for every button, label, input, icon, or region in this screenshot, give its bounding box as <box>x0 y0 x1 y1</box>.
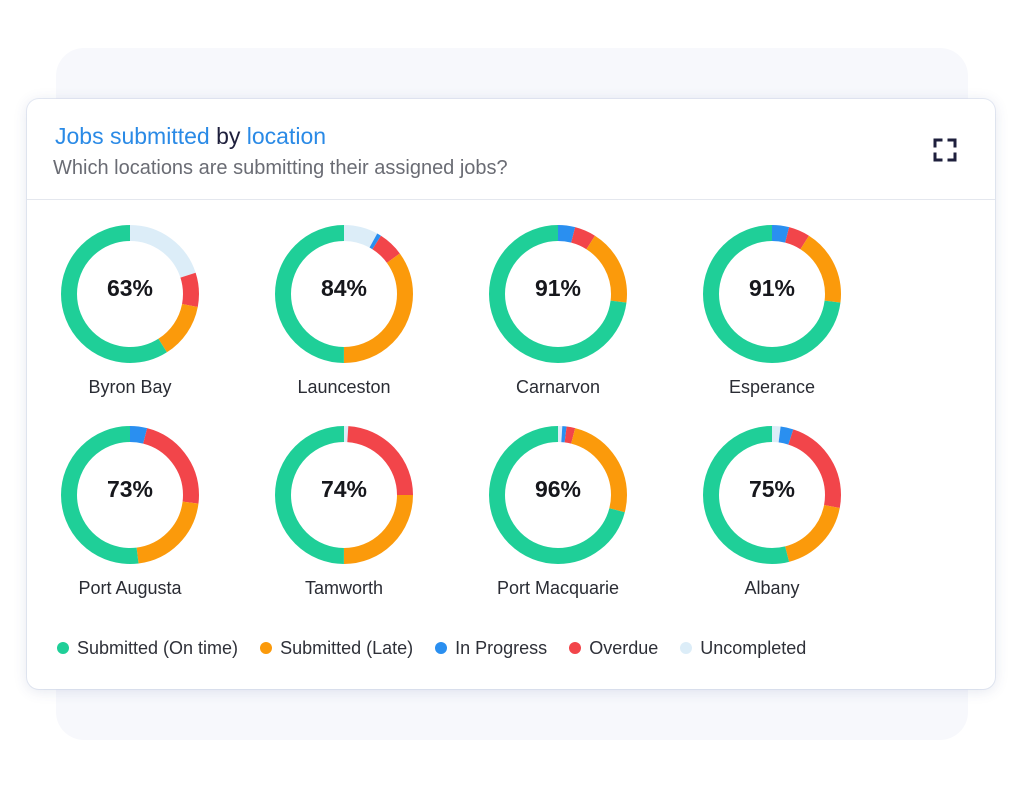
donut-location-label: Tamworth <box>304 578 384 598</box>
donut-location-label: Port Macquarie <box>496 578 620 598</box>
donut-location-label: Byron Bay <box>88 377 172 397</box>
donut-percentage: 91% <box>748 275 796 301</box>
segment-on-time[interactable] <box>61 225 199 363</box>
donut-location-label: Albany <box>744 578 800 598</box>
donut-tamworth[interactable]: 74% Tamworth <box>244 400 444 598</box>
title-metric: Jobs submitted <box>55 123 210 149</box>
donut-percentage: 63% <box>106 275 154 301</box>
donut-location-label: Esperance <box>728 377 816 397</box>
legend: Submitted (On time) Submitted (Late) In Pr… <box>57 635 828 661</box>
legend-item-overdue[interactable]: Overdue <box>569 638 658 659</box>
legend-label: In Progress <box>455 637 548 658</box>
donut-location-label: Port Augusta <box>78 578 182 598</box>
donut-albany[interactable]: 75% Albany <box>672 400 872 598</box>
donut-byron-bay[interactable]: 63% Byron Bay <box>30 199 230 397</box>
donut-grid: 63% Byron Bay 84% Launceston 91% Carnarvon 91%… <box>27 199 995 619</box>
segment-on-time[interactable] <box>489 426 627 564</box>
legend-item-on-time[interactable]: Submitted (On time) <box>57 638 238 659</box>
donut-port-macquarie[interactable]: 96% Port Macquarie <box>458 400 658 598</box>
donut-ring <box>489 225 627 363</box>
segment-overdue[interactable] <box>61 225 199 363</box>
jobs-by-location-card: Jobs submitted by location Which locatio… <box>27 99 995 689</box>
segment-late[interactable] <box>703 225 841 363</box>
legend-item-late[interactable]: Submitted (Late) <box>260 638 413 659</box>
segment-late[interactable] <box>275 426 413 564</box>
donut-percentage: 74% <box>320 476 368 502</box>
donut-ring <box>61 426 199 564</box>
segment-late[interactable] <box>489 426 627 564</box>
legend-label: Uncompleted <box>700 637 807 658</box>
legend-dot-icon <box>260 642 273 654</box>
title-connector: by <box>216 123 241 149</box>
legend-item-in-progress[interactable]: In Progress <box>435 638 547 659</box>
donut-percentage: 91% <box>534 275 582 301</box>
legend-dot-icon <box>680 642 693 654</box>
donut-percentage: 84% <box>320 275 368 301</box>
legend-dot-icon <box>57 642 69 654</box>
donut-esperance[interactable]: 91% Esperance <box>672 199 872 397</box>
donut-ring <box>703 225 841 363</box>
donut-port-augusta[interactable]: 73% Port Augusta <box>30 400 230 598</box>
segment-on-time[interactable] <box>703 225 841 363</box>
legend-dot-icon <box>435 642 448 654</box>
card-header: Jobs submitted by location Which locatio… <box>27 99 995 200</box>
legend-label: Submitted (Late) <box>280 637 414 658</box>
donut-ring <box>275 426 413 564</box>
segment-overdue[interactable] <box>61 426 199 564</box>
donut-percentage: 96% <box>534 476 582 502</box>
legend-item-uncompleted[interactable]: Uncompleted <box>680 638 806 659</box>
donut-ring <box>275 225 413 363</box>
segment-on-time[interactable] <box>489 225 627 363</box>
donut-location-label: Launceston <box>297 377 391 397</box>
legend-label: Submitted (On time) <box>77 637 239 658</box>
donut-ring <box>489 426 627 564</box>
segment-on-time[interactable] <box>61 426 199 564</box>
donut-carnarvon[interactable]: 91% Carnarvon <box>458 199 658 397</box>
legend-label: Overdue <box>589 637 659 658</box>
card-title: Jobs submitted by location <box>55 123 326 150</box>
donut-ring <box>61 225 199 363</box>
donut-ring <box>703 426 841 564</box>
segment-overdue[interactable] <box>703 426 841 564</box>
segment-on-time[interactable] <box>275 426 413 564</box>
donut-percentage: 73% <box>106 476 154 502</box>
donut-launceston[interactable]: 84% Launceston <box>244 199 444 397</box>
segment-late[interactable] <box>489 225 627 363</box>
donut-percentage: 75% <box>748 476 796 502</box>
segment-on-time[interactable] <box>703 426 841 564</box>
expand-icon[interactable] <box>933 138 957 162</box>
segment-on-time[interactable] <box>275 225 413 363</box>
card-subtitle: Which locations are submitting their ass… <box>53 157 508 179</box>
title-dimension: location <box>246 123 327 149</box>
legend-dot-icon <box>569 642 582 654</box>
segment-late[interactable] <box>275 225 413 363</box>
donut-location-label: Carnarvon <box>515 377 601 397</box>
segment-overdue[interactable] <box>275 426 413 564</box>
